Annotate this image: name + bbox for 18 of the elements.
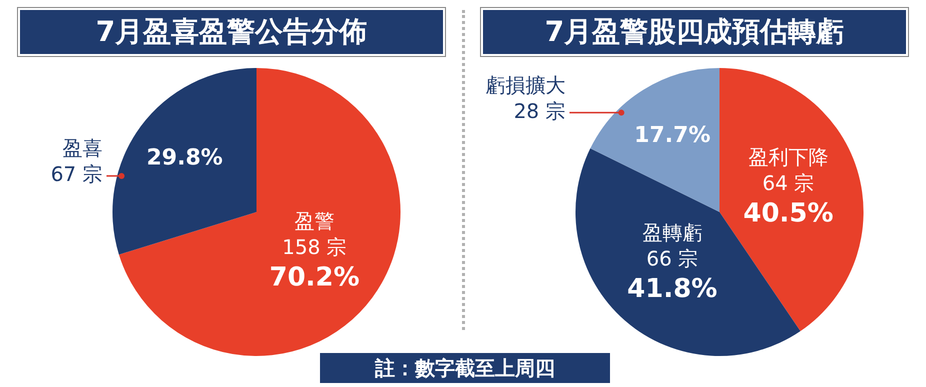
slice-label: 虧損擴大 (486, 72, 566, 97)
slice-label: 盈轉虧 (642, 220, 702, 245)
slice-label: 盈喜 (62, 136, 102, 160)
text: 70.2% (269, 262, 360, 292)
chart-title: 7月盈警股四成預估轉虧 (481, 8, 908, 56)
chart-title: 7月盈喜盈警公告分佈 (18, 8, 445, 56)
data-label: 67 宗 (50, 162, 102, 186)
text: 註：數字截至上周四 (375, 354, 555, 382)
slice-label: 盈利下降 (748, 145, 828, 170)
data-label: 158 宗 (282, 234, 347, 259)
text: 40.5% (743, 198, 834, 229)
text: 17.7% (634, 122, 710, 148)
text: 29.8% (146, 146, 223, 171)
slice-label: 盈警 (294, 208, 334, 233)
data-label: 28 宗 (514, 98, 566, 123)
text: 41.8% (627, 274, 718, 304)
data-label: 66 宗 (646, 246, 698, 271)
data-label: 64 宗 (762, 171, 814, 196)
